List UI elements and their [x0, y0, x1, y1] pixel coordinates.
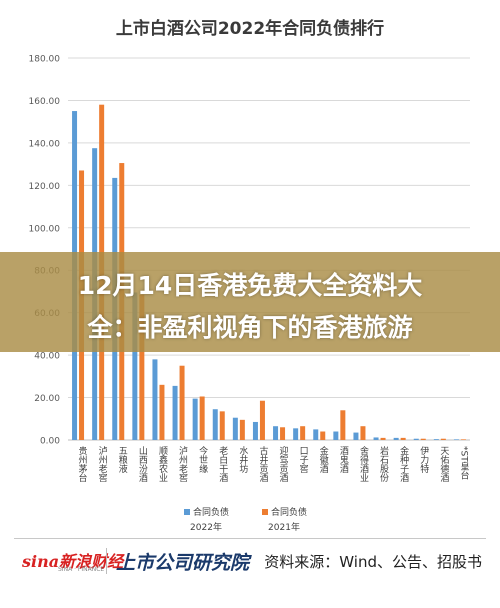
- bar-2022: [293, 428, 299, 440]
- bar-2022: [373, 437, 379, 440]
- overlay-headline-line-1: 12月14日香港免费大全资料大: [77, 271, 423, 300]
- bar-2022: [313, 429, 319, 440]
- overlay-headline-line-2: 全：非盈利视角下的香港旅游: [87, 313, 413, 342]
- bar-2021: [440, 438, 446, 440]
- category-label: 贵州茅台: [77, 445, 88, 483]
- y-tick-label: 40.00: [34, 352, 60, 362]
- bar-2022: [192, 398, 198, 440]
- category-label: 酒鬼酒: [338, 446, 349, 474]
- bar-2022: [413, 438, 419, 440]
- sina-finance-logo-subtext: SINA · FINANCE: [58, 566, 105, 573]
- bar-2021: [139, 294, 145, 440]
- bar-2022: [333, 431, 339, 440]
- footer-divider: [14, 538, 486, 539]
- y-tick-label: 100.00: [29, 224, 61, 234]
- bar-2022: [172, 385, 178, 440]
- category-label: 迎驾贡酒: [278, 445, 289, 483]
- footer-separator: [106, 548, 107, 574]
- category-label: 口子窖: [298, 446, 309, 474]
- bar-2021: [300, 426, 306, 440]
- bar-2021: [239, 419, 245, 440]
- legend-swatch: [262, 509, 268, 515]
- category-label: 天佑德酒: [438, 446, 449, 483]
- legend-label: 合同负债: [193, 506, 229, 518]
- bar-2022: [132, 292, 138, 440]
- bar-2021: [179, 365, 185, 440]
- sina-finance-logo: sina新浪财经: [22, 552, 124, 571]
- bar-2021: [259, 400, 265, 440]
- category-label: 今世缘: [197, 445, 208, 473]
- bar-2022: [453, 439, 459, 440]
- category-label: 金徽酒: [318, 445, 329, 474]
- bar-2021: [400, 437, 406, 440]
- bar-2021: [219, 411, 225, 440]
- y-tick-label: 160.00: [29, 97, 61, 107]
- bar-2022: [252, 421, 258, 440]
- category-label: 古井贡酒: [257, 445, 268, 483]
- bar-2021: [159, 384, 165, 440]
- bar-2022: [353, 432, 359, 440]
- bar-2021: [360, 426, 366, 440]
- category-label: 金种子酒: [398, 445, 409, 483]
- bar-2022: [212, 409, 218, 440]
- publisher-logo: 上市公司研究院: [116, 552, 250, 574]
- category-label: 顺鑫农业: [157, 446, 168, 482]
- y-tick-label: 140.00: [29, 139, 61, 149]
- y-tick-label: 0.00: [40, 437, 60, 447]
- y-tick-label: 120.00: [29, 182, 61, 192]
- category-label: 岩石股份: [378, 445, 389, 483]
- legend-year: 2022年: [190, 521, 222, 533]
- bar-2021: [460, 439, 466, 440]
- bar-2021: [380, 437, 386, 440]
- bar-2021: [340, 410, 346, 440]
- data-source-note: 资料来源：Wind、公告、招股书: [264, 553, 482, 571]
- legend-year: 2021年: [268, 521, 300, 533]
- category-label: *ST皇台: [458, 446, 469, 481]
- bar-2022: [232, 417, 238, 440]
- bar-2022: [433, 439, 439, 440]
- category-label: 水井坊: [237, 445, 248, 474]
- category-label: 五粮液: [117, 446, 128, 474]
- bar-2022: [273, 426, 279, 440]
- legend-label: 合同负债: [271, 506, 307, 518]
- bar-2021: [280, 427, 286, 440]
- category-label: 泸州老窖: [177, 446, 188, 483]
- bar-2021: [420, 438, 426, 440]
- bar-2021: [320, 431, 326, 440]
- category-label: 伊力特: [418, 445, 429, 473]
- overlay-banner: 12月14日香港免费大全资料大 全：非盈利视角下的香港旅游: [0, 252, 500, 352]
- y-tick-label: 180.00: [29, 55, 61, 65]
- category-label: 老白干酒: [217, 445, 228, 483]
- chart-title: 上市白酒公司2022年合同负债排行: [115, 19, 385, 39]
- bar-2022: [152, 359, 158, 440]
- y-tick-label: 20.00: [34, 394, 60, 404]
- bar-2022: [393, 437, 399, 440]
- category-label: 舍得酒业: [358, 445, 369, 482]
- legend-swatch: [184, 509, 190, 515]
- bar-2021: [199, 396, 205, 440]
- category-label: 泸州老窖: [97, 446, 108, 483]
- category-label: 山西汾酒: [137, 446, 148, 483]
